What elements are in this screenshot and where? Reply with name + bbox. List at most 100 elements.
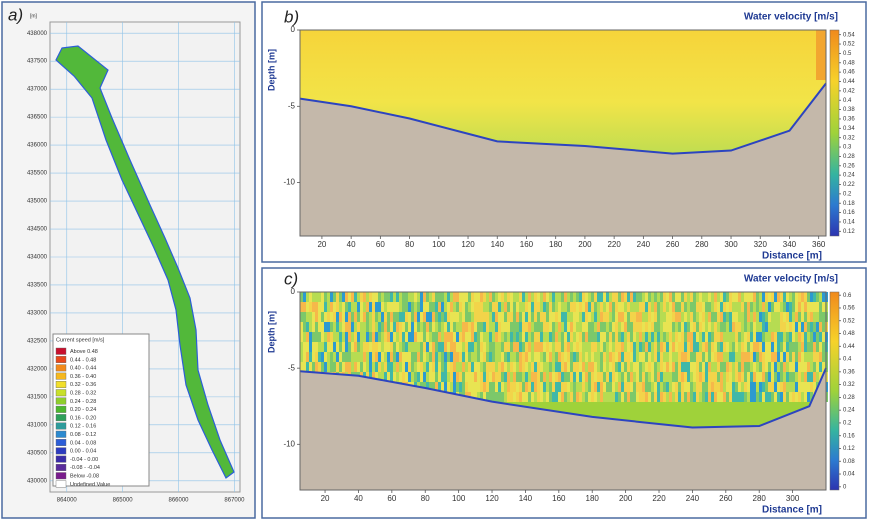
cell xyxy=(639,312,642,322)
cell xyxy=(405,292,408,302)
legend-label: 0.44 - 0.48 xyxy=(70,357,96,363)
cell xyxy=(429,302,432,312)
cell xyxy=(513,352,516,362)
cell xyxy=(717,332,720,342)
cell xyxy=(747,292,750,302)
cell xyxy=(504,352,507,362)
cell xyxy=(351,302,354,312)
cell xyxy=(456,322,459,332)
cell xyxy=(705,372,708,382)
cell xyxy=(327,312,330,322)
cell xyxy=(633,372,636,382)
cell xyxy=(576,362,579,372)
cell xyxy=(573,302,576,312)
cell xyxy=(324,322,327,332)
cell xyxy=(612,352,615,362)
legend-swatch xyxy=(55,422,67,430)
cell xyxy=(438,302,441,312)
cell xyxy=(420,292,423,302)
cell xyxy=(498,312,501,322)
cell xyxy=(636,302,639,312)
cell xyxy=(744,362,747,372)
cell xyxy=(636,342,639,352)
cell xyxy=(492,352,495,362)
cell xyxy=(534,382,537,392)
cell xyxy=(522,342,525,352)
cell xyxy=(648,302,651,312)
cell xyxy=(750,292,753,302)
cell xyxy=(312,312,315,322)
cell xyxy=(651,352,654,362)
cell xyxy=(588,352,591,362)
cell xyxy=(510,312,513,322)
cell xyxy=(408,322,411,332)
cell xyxy=(453,362,456,372)
cell xyxy=(510,352,513,362)
cell xyxy=(774,362,777,372)
x-tick-label: 180 xyxy=(549,240,563,249)
cell xyxy=(579,292,582,302)
cell xyxy=(516,302,519,312)
cell xyxy=(378,332,381,342)
cell xyxy=(639,372,642,382)
cell xyxy=(714,342,717,352)
cell xyxy=(660,342,663,352)
cell xyxy=(576,322,579,332)
y-tick-label: 430500 xyxy=(27,450,48,456)
colorbar-tick-label: 0.28 xyxy=(843,395,855,401)
cell xyxy=(525,292,528,302)
cell xyxy=(741,362,744,372)
cell xyxy=(390,342,393,352)
cell xyxy=(513,342,516,352)
cell xyxy=(651,372,654,382)
cell xyxy=(411,292,414,302)
cell xyxy=(756,362,759,372)
cell xyxy=(747,302,750,312)
cell xyxy=(471,292,474,302)
cell xyxy=(684,322,687,332)
cell xyxy=(519,372,522,382)
cell xyxy=(816,362,819,372)
cell xyxy=(537,392,540,402)
cell xyxy=(528,382,531,392)
cell xyxy=(732,312,735,322)
cell xyxy=(714,332,717,342)
cell xyxy=(591,382,594,392)
cell xyxy=(663,312,666,322)
cell xyxy=(789,292,792,302)
cell xyxy=(573,322,576,332)
cell xyxy=(630,372,633,382)
cell xyxy=(441,292,444,302)
cell xyxy=(558,292,561,302)
cell xyxy=(336,292,339,302)
cell xyxy=(564,292,567,302)
cell xyxy=(699,362,702,372)
cell xyxy=(378,352,381,362)
colorbar-tick-label: 0.44 xyxy=(843,344,855,350)
cell xyxy=(660,322,663,332)
cell xyxy=(609,322,612,332)
cell xyxy=(732,352,735,362)
cell xyxy=(819,352,822,362)
cell xyxy=(786,302,789,312)
cell xyxy=(762,352,765,362)
cell xyxy=(348,362,351,372)
y-tick-label: 436000 xyxy=(27,143,48,149)
cell xyxy=(789,342,792,352)
cell xyxy=(753,332,756,342)
cell xyxy=(519,332,522,342)
cell xyxy=(795,322,798,332)
colorbar-tick-label: 0.56 xyxy=(843,306,855,312)
cell xyxy=(303,302,306,312)
cell xyxy=(465,332,468,342)
cell xyxy=(660,362,663,372)
cell xyxy=(492,392,495,402)
cell xyxy=(486,392,489,402)
cell xyxy=(483,332,486,342)
colorbar-tick-label: 0.28 xyxy=(843,154,855,160)
cell xyxy=(780,372,783,382)
cell xyxy=(687,362,690,372)
cell xyxy=(585,372,588,382)
cell xyxy=(507,352,510,362)
cell xyxy=(666,292,669,302)
